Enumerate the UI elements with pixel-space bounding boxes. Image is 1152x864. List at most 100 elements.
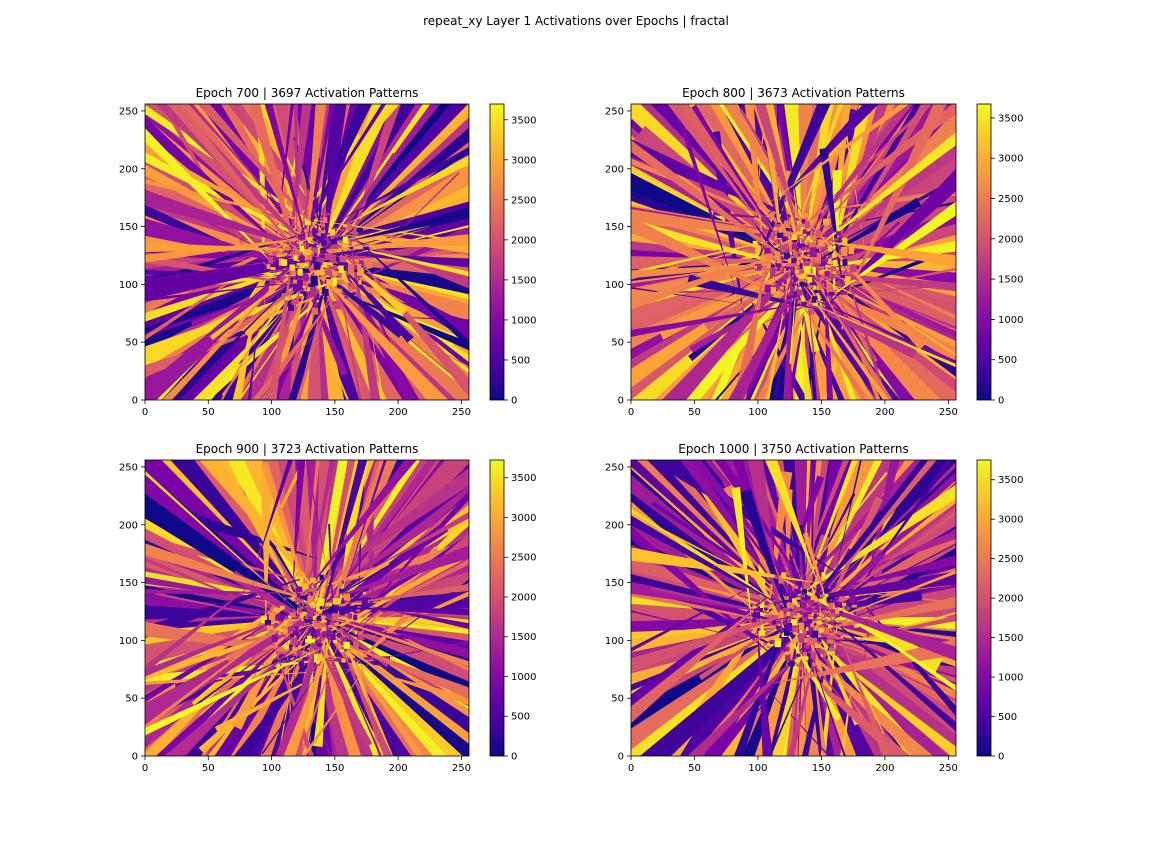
heatmap-cell <box>787 662 790 665</box>
heatmap-shard <box>145 639 337 719</box>
heatmap-cell <box>341 270 347 278</box>
heatmap-cell <box>334 607 338 613</box>
heatmap-shard <box>718 677 786 756</box>
heatmap-cell <box>292 282 300 292</box>
heatmap-shard <box>759 104 910 211</box>
heatmap-cell <box>776 584 781 588</box>
heatmap-cell <box>329 229 336 236</box>
heatmap-shard <box>362 591 469 641</box>
heatmap-cell <box>348 263 355 273</box>
heatmap-cell <box>325 270 332 276</box>
heatmap-cell <box>317 258 324 263</box>
heatmap-shard <box>805 271 956 348</box>
heatmap-wedge <box>631 261 803 369</box>
heatmap-cell <box>784 596 789 600</box>
heatmap-shard <box>318 326 350 400</box>
heatmap-wedge <box>315 617 448 756</box>
heatmap-cell <box>310 618 315 622</box>
heatmap-cell <box>327 626 330 629</box>
heatmap-cell <box>798 622 805 631</box>
heatmap-cell <box>301 618 305 621</box>
heatmap-cell <box>791 258 797 264</box>
heatmap-shard <box>631 512 777 588</box>
heatmap-wedge <box>145 261 316 351</box>
heatmap-cell <box>821 614 824 617</box>
heatmap-cell <box>776 259 782 264</box>
heatmap-cell <box>812 301 819 306</box>
colorbar-tick-label: 500 <box>998 355 1017 366</box>
heatmap-wedge <box>315 261 360 400</box>
heatmap-cell <box>777 624 781 626</box>
heatmap-cell <box>804 283 809 287</box>
heatmap-cell <box>298 234 306 240</box>
heatmap-shard <box>781 263 875 400</box>
heatmap-cell <box>328 232 331 235</box>
heatmap-cell <box>800 259 803 263</box>
y-tick-label: 100 <box>119 636 138 647</box>
x-tick-label: 0 <box>142 407 148 418</box>
heatmap-cell <box>362 591 366 595</box>
heatmap-shard <box>794 638 934 756</box>
heatmap-cell <box>302 285 305 288</box>
heatmap-shard <box>647 460 843 576</box>
heatmap-shard <box>145 543 330 607</box>
heatmap-cell <box>809 267 816 276</box>
heatmap-shard <box>631 508 791 613</box>
heatmap-cell <box>842 602 847 607</box>
heatmap-wedge <box>315 261 373 400</box>
heatmap-cell <box>340 636 347 645</box>
heatmap-shard <box>817 240 956 268</box>
heatmap-cell <box>830 300 834 305</box>
heatmap-cell <box>795 225 801 233</box>
heatmap-cell <box>836 231 841 236</box>
heatmap-cell <box>804 621 811 628</box>
heatmap-wedge <box>274 104 316 262</box>
heatmap-wedge <box>145 261 316 322</box>
heatmap-cell <box>811 638 818 644</box>
heatmap-cell <box>763 245 767 250</box>
heatmap-shard <box>318 234 469 251</box>
y-tick-label: 100 <box>605 636 624 647</box>
heatmap-cell <box>336 276 339 278</box>
heatmap-cell <box>828 245 833 252</box>
heatmap-shard <box>631 255 835 302</box>
heatmap-cell <box>840 610 843 615</box>
heatmap-cell <box>797 654 801 657</box>
heatmap-shard <box>789 201 925 350</box>
heatmap-cell <box>325 631 332 638</box>
y-tick-label: 50 <box>125 694 138 705</box>
heatmap-wedge <box>631 261 803 400</box>
heatmap-shard <box>744 104 764 258</box>
x-tick-label: 50 <box>688 407 701 418</box>
heatmap-shard <box>815 258 878 364</box>
heatmap-cell <box>270 267 276 270</box>
x-tick-label: 250 <box>452 407 471 418</box>
heatmap-cell <box>829 596 836 600</box>
colorbar-tick-label: 3000 <box>511 513 536 524</box>
heatmap-shard <box>631 515 790 611</box>
heatmap-wedge <box>315 617 469 710</box>
heatmap-cell <box>788 661 795 667</box>
heatmap-cell <box>820 594 825 598</box>
heatmap-cell <box>795 626 802 631</box>
heatmap-cell <box>804 631 811 635</box>
heatmap-cell <box>784 599 789 604</box>
heatmap-cell <box>793 585 799 589</box>
heatmap-shard <box>340 460 387 599</box>
heatmap-cell <box>293 251 300 259</box>
heatmap-cell <box>821 649 825 655</box>
colorbar-tick-label: 2000 <box>998 234 1023 245</box>
colorbar-tick-label: 2500 <box>511 195 536 206</box>
heatmap-shard <box>364 504 374 616</box>
heatmap-shard <box>763 104 879 220</box>
heatmap-shard <box>295 266 338 400</box>
heatmap-cell <box>798 255 801 258</box>
heatmap-cell <box>813 289 819 294</box>
heatmap-shard <box>254 460 293 570</box>
heatmap-cell <box>801 219 806 224</box>
heatmap-cell <box>336 626 341 629</box>
heatmap-shard <box>650 586 802 621</box>
heatmap-cell <box>829 647 835 652</box>
heatmap-shard <box>265 264 314 400</box>
heatmap-cell <box>844 276 851 285</box>
